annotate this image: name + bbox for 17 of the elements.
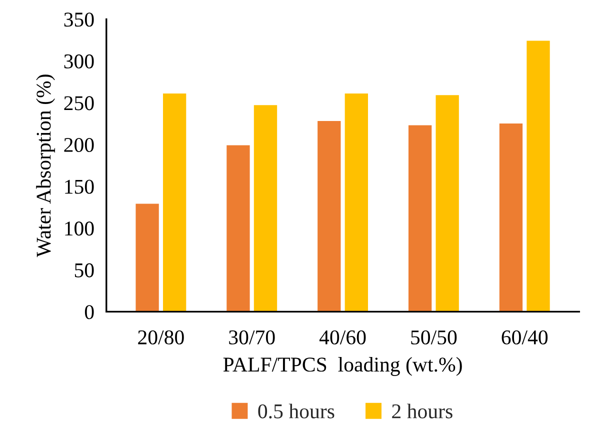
y-tick-label: 100	[65, 222, 94, 236]
y-tick-label: 150	[65, 180, 94, 194]
y-tick-label: 350	[64, 12, 94, 27]
y-tick-label: 250	[64, 96, 94, 110]
y-tick-label: 300	[64, 54, 94, 68]
x-tick-label: 40/60	[319, 330, 366, 344]
x-tick-label: 20/80	[138, 330, 184, 344]
y-axis-title: Water Absorption (%)	[36, 74, 55, 258]
x-tick-label: 30/70	[229, 330, 275, 344]
legend-label: 2 hours	[392, 404, 452, 418]
y-tick-label: 50	[74, 263, 94, 278]
x-tick-label: 50/50	[411, 330, 457, 344]
y-tick-label: 200	[64, 138, 94, 152]
legend-label: 0.5 hours	[258, 404, 334, 418]
x-tick-label: 60/40	[502, 330, 548, 344]
x-axis-title: PALF/TPCS loading (wt.%)	[223, 356, 462, 376]
y-tick-label: 0	[84, 305, 94, 320]
